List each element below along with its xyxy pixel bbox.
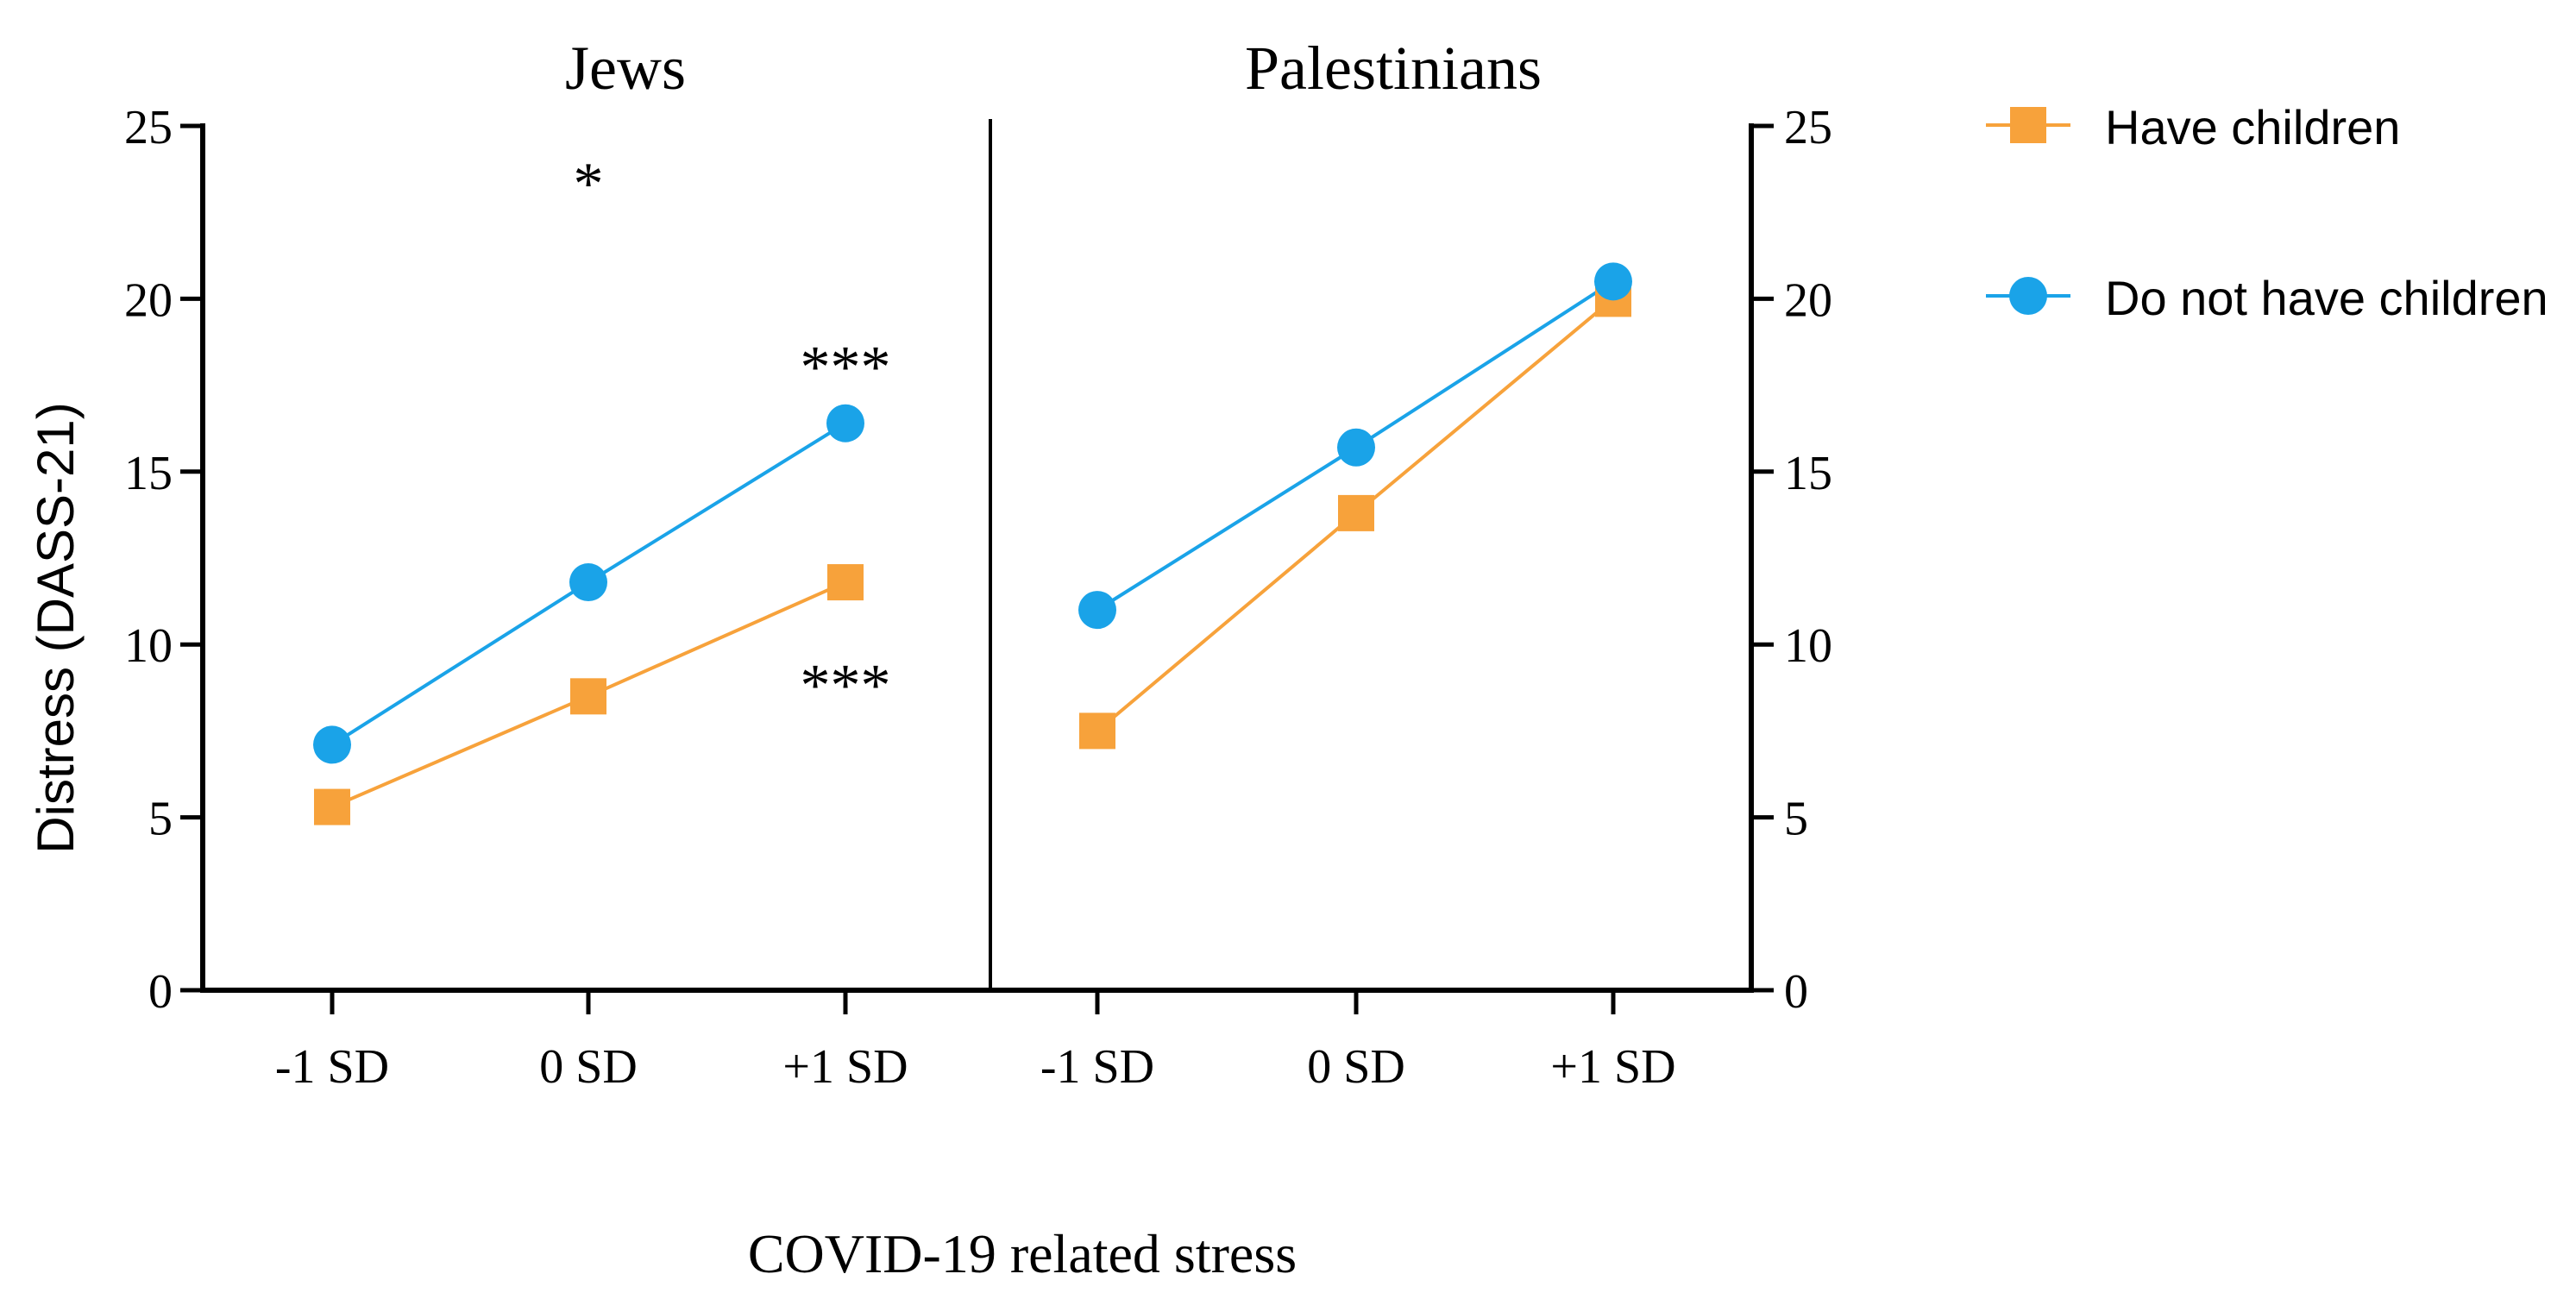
data-point-have-children [827,564,864,601]
y-tick-label-right: 0 [1784,965,1808,1019]
data-point-have-children [570,678,606,715]
data-point-no-children [1337,428,1375,467]
y-tick-label-left: 25 [124,101,173,154]
legend-label-have-children: Have children [2105,100,2400,154]
y-tick-label-right: 25 [1784,101,1832,154]
x-tick-label: 0 SD [1307,1040,1405,1094]
panel-title-jews: Jews [565,34,686,103]
significance-annotation: *** [801,652,891,719]
data-point-have-children [1338,494,1374,531]
legend-label-no-children: Do not have children [2105,271,2548,325]
legend-marker-circle [2009,277,2047,315]
x-axis-label: COVID-19 related stress [748,1223,1297,1284]
y-tick-label-left: 15 [124,447,173,500]
data-point-no-children [1078,591,1116,630]
data-point-no-children [569,563,607,602]
x-tick-label: 0 SD [539,1040,638,1094]
y-tick-label-left: 20 [124,273,173,327]
y-tick-label-left: 0 [148,965,173,1019]
y-tick-label-left: 5 [148,793,173,846]
x-tick-label: +1 SD [1550,1040,1675,1094]
y-tick-label-right: 10 [1784,619,1832,673]
x-tick-label: -1 SD [1040,1040,1154,1094]
y-tick-label-right: 20 [1784,273,1832,327]
significance-annotation: * [574,151,604,217]
y-axis-label: Distress (DASS-21) [27,402,85,853]
data-point-have-children [1079,712,1115,750]
y-tick-label-right: 5 [1784,793,1808,846]
data-point-no-children [313,725,351,764]
y-tick-label-right: 15 [1784,447,1832,500]
legend-marker-square [2010,107,2046,143]
legend: Have children Do not have children [1986,100,2548,325]
data-point-no-children [826,404,864,442]
x-tick-label: -1 SD [275,1040,389,1094]
panel-title-palestinians: Palestinians [1245,34,1542,103]
significance-annotation: *** [801,335,891,401]
y-tick-label-left: 10 [124,619,173,673]
data-point-have-children [314,788,350,825]
x-tick-label: +1 SD [782,1040,908,1094]
data-point-no-children [1594,262,1632,301]
